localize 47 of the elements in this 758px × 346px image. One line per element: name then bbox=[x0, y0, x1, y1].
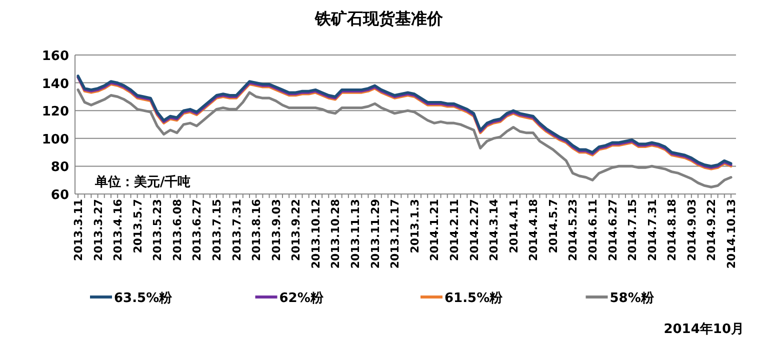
x-tick-label: 2013.7.31 bbox=[230, 199, 244, 261]
y-tick-label: 80 bbox=[50, 160, 69, 176]
x-tick-label: 2013.5.7 bbox=[131, 199, 144, 254]
x-tick-label: 2014.5.7 bbox=[546, 199, 560, 254]
x-tick-label: 2014.4.18 bbox=[527, 199, 540, 261]
chart-title: 铁矿石现货基准价 bbox=[314, 9, 444, 28]
legend-label: 58%粉 bbox=[610, 291, 655, 306]
text: 2014年10月 bbox=[664, 322, 744, 337]
x-tick-label: 2013.4.16 bbox=[112, 198, 125, 261]
x-tick-label: 2014.4.1 bbox=[507, 199, 520, 254]
y-tick-label: 160 bbox=[42, 49, 69, 64]
x-tick-label: 2014.2.11 bbox=[448, 199, 461, 261]
y-tick-label: 60 bbox=[50, 188, 69, 203]
x-tick-label: 2013.9.22 bbox=[290, 199, 303, 261]
x-tick-label: 2013.3.11 bbox=[72, 199, 85, 261]
x-tick-label: 2014.8.18 bbox=[666, 199, 679, 261]
x-tick-label: 2013.10.28 bbox=[329, 199, 342, 269]
x-tick-label: 2014.9.03 bbox=[685, 199, 698, 261]
legend-label: 61.5%粉 bbox=[444, 291, 504, 306]
x-tick-label: 2013.1.3 bbox=[408, 199, 422, 254]
x-tick-label: 2014.5.23 bbox=[566, 199, 580, 261]
x-tick-label: 2013.12.17 bbox=[388, 199, 402, 269]
x-tick-label: 2013.6.27 bbox=[190, 199, 204, 261]
x-tick-label: 2013.11.13 bbox=[349, 199, 362, 269]
x-tick-label: 2013.6.08 bbox=[170, 199, 184, 261]
y-tick-label: 140 bbox=[42, 76, 69, 92]
legend-label: 62%粉 bbox=[279, 291, 324, 306]
x-tick-label: 2014.6.11 bbox=[586, 199, 600, 261]
x-tick-label: 2013.5.23 bbox=[151, 199, 164, 261]
legend-label: 63.5%粉 bbox=[114, 291, 174, 306]
y-tick-label: 100 bbox=[42, 132, 69, 148]
x-tick-label: 2014.9.22 bbox=[705, 199, 718, 261]
x-tick-label: 2014.10.13 bbox=[725, 199, 738, 269]
annotation: 单位：美元/千吨 bbox=[94, 174, 191, 190]
x-tick-label: 2014.1.21 bbox=[428, 199, 442, 261]
x-tick-label: 2014.3.14 bbox=[488, 198, 501, 261]
x-tick-label: 2013.7.15 bbox=[210, 199, 224, 261]
x-tick-label: 2013.8.16 bbox=[250, 198, 264, 261]
x-tick-label: 2013.11.29 bbox=[368, 199, 382, 269]
y-tick-label: 120 bbox=[42, 104, 69, 120]
x-tick-label: 2014.7.15 bbox=[626, 199, 640, 261]
x-tick-label: 2013.3.27 bbox=[92, 199, 105, 261]
x-tick-label: 2014.6.27 bbox=[606, 199, 620, 261]
x-tick-label: 2014.7.31 bbox=[646, 199, 659, 261]
x-tick-label: 2013.9.03 bbox=[270, 199, 283, 261]
x-tick-label: 2014.2.27 bbox=[468, 199, 481, 261]
x-tick-label: 2013.10.12 bbox=[309, 199, 322, 269]
